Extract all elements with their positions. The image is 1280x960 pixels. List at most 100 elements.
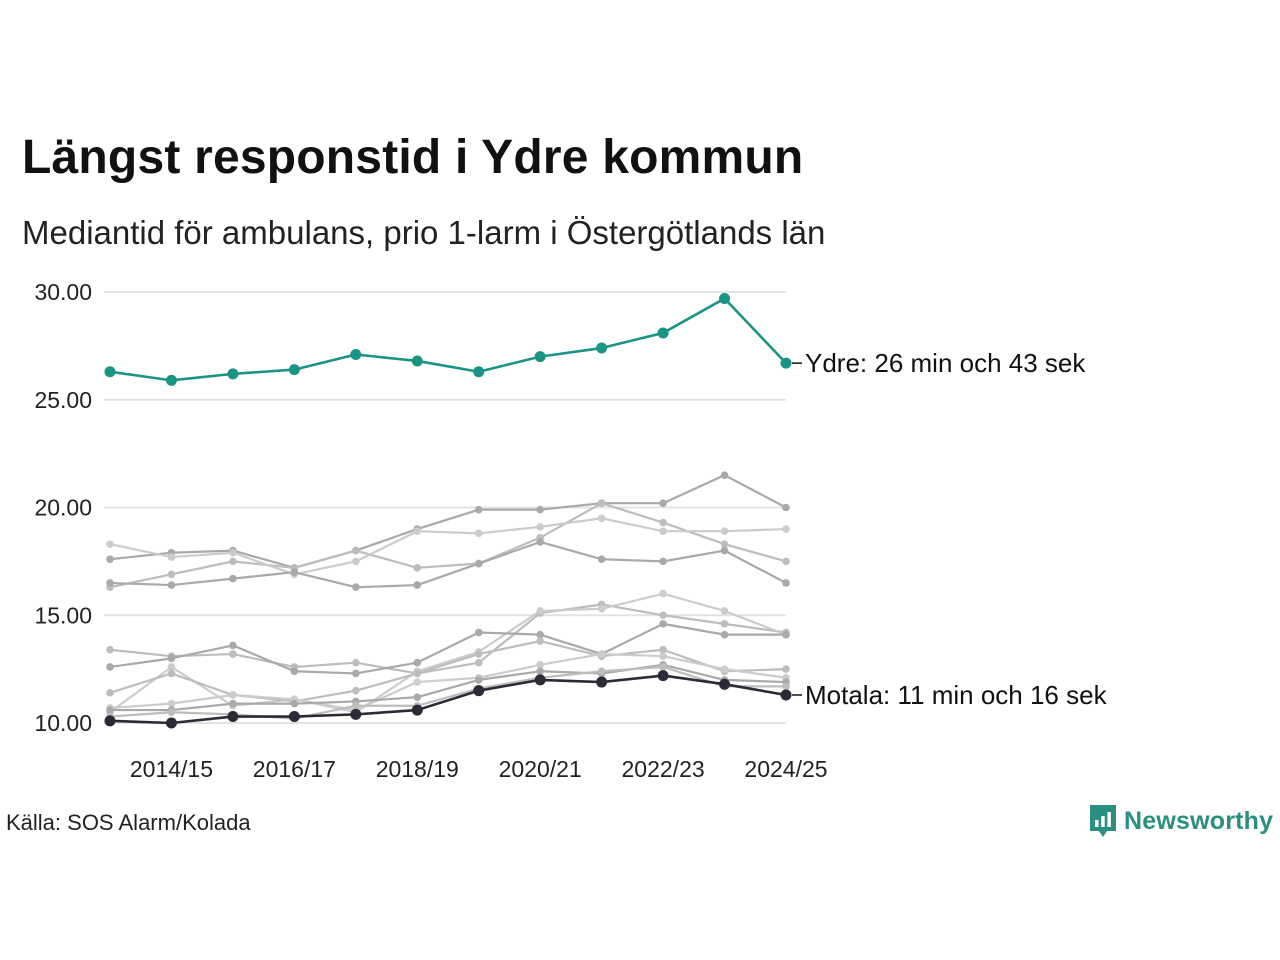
data-point-ydre bbox=[657, 327, 669, 339]
chart-title: Längst responstid i Ydre kommun bbox=[22, 131, 804, 184]
x-tick-label: 2020/21 bbox=[499, 756, 582, 782]
data-point-ydre bbox=[780, 357, 792, 369]
data-point-kommun-j bbox=[474, 676, 483, 684]
data-point-kommun-c bbox=[229, 548, 237, 557]
data-point-kommun-h bbox=[352, 686, 360, 695]
data-point-kommun-a bbox=[106, 555, 114, 564]
data-point-kommun-j bbox=[290, 699, 299, 708]
series-kommun-d bbox=[106, 538, 790, 592]
data-point-kommun-g bbox=[659, 620, 667, 628]
y-tick-label: 25.00 bbox=[34, 387, 92, 413]
x-tick-label: 2014/15 bbox=[130, 756, 213, 782]
data-point-kommun-h bbox=[413, 669, 422, 678]
data-point-kommun-a bbox=[659, 499, 667, 507]
y-axis-ticks: 10.00 15.00 20.00 25.00 30.00 bbox=[34, 279, 92, 736]
series-labels: Motala: 11 min och 16 sek Ydre: 26 min oc… bbox=[792, 348, 1108, 710]
newsworthy-logo[interactable]: Newsworthy bbox=[1088, 803, 1273, 839]
data-point-kommun-e bbox=[352, 658, 360, 667]
data-point-ydre bbox=[350, 348, 362, 360]
data-point-kommun-b bbox=[229, 557, 237, 566]
data-point-kommun-c bbox=[659, 527, 667, 536]
data-point-kommun-e bbox=[474, 658, 483, 667]
data-point-kommun-b bbox=[782, 557, 790, 566]
data-point-ydre bbox=[596, 342, 608, 354]
y-tick-label: 30.00 bbox=[34, 279, 92, 305]
series-line-kommun-a bbox=[109, 474, 787, 569]
series-ydre bbox=[104, 292, 792, 386]
data-point-kommun-b bbox=[413, 564, 422, 572]
data-point-kommun-b bbox=[597, 499, 606, 507]
data-point-kommun-d bbox=[536, 538, 544, 546]
data-point-kommun-k bbox=[597, 667, 606, 676]
x-tick-label: 2016/17 bbox=[253, 756, 336, 782]
data-point-kommun-k bbox=[659, 663, 667, 671]
series-line-kommun-d bbox=[109, 540, 787, 589]
data-point-kommun-i bbox=[536, 661, 544, 669]
data-point-kommun-c bbox=[413, 527, 422, 536]
data-point-kommun-c bbox=[782, 525, 790, 533]
source-note: Källa: SOS Alarm/Kolada bbox=[6, 810, 251, 835]
data-point-kommun-c bbox=[720, 527, 729, 536]
data-point-motala bbox=[350, 708, 362, 720]
data-point-motala bbox=[719, 678, 731, 690]
data-point-kommun-i bbox=[597, 650, 606, 658]
data-point-ydre bbox=[534, 351, 546, 363]
data-point-kommun-h bbox=[167, 669, 176, 678]
x-axis-ticks: 2014/15 2016/17 2018/19 2020/21 2022/23 2024/… bbox=[130, 756, 828, 782]
series-line-kommun-j bbox=[110, 663, 787, 712]
data-point-kommun-g bbox=[474, 628, 483, 637]
data-point-kommun-f bbox=[659, 589, 667, 598]
data-point-kommun-i bbox=[229, 691, 237, 699]
data-point-kommun-a bbox=[474, 505, 483, 514]
data-point-ydre bbox=[719, 292, 731, 304]
y-tick-label: 15.00 bbox=[34, 602, 92, 628]
data-point-kommun-f bbox=[720, 607, 729, 615]
series-label-motala: Motala: 11 min och 16 sek bbox=[805, 680, 1108, 710]
data-point-ydre bbox=[473, 366, 485, 378]
series-line-kommun-f bbox=[109, 592, 787, 714]
data-point-kommun-i bbox=[720, 665, 729, 673]
data-point-motala bbox=[288, 711, 300, 723]
data-point-motala bbox=[473, 685, 485, 697]
series-line-kommun-c bbox=[109, 517, 787, 576]
data-point-kommun-g bbox=[106, 663, 114, 671]
data-point-kommun-f bbox=[167, 663, 176, 671]
data-point-kommun-j bbox=[536, 667, 544, 676]
data-point-kommun-g bbox=[536, 630, 544, 639]
data-point-kommun-e bbox=[229, 650, 237, 658]
data-point-kommun-d bbox=[106, 579, 114, 587]
data-point-kommun-g bbox=[782, 630, 790, 639]
data-point-kommun-a bbox=[536, 505, 544, 514]
data-point-kommun-h bbox=[536, 637, 544, 645]
data-point-ydre bbox=[165, 374, 177, 386]
series-kommun-b bbox=[106, 499, 790, 592]
data-point-kommun-f bbox=[597, 604, 606, 613]
data-point-kommun-c bbox=[474, 529, 483, 538]
data-point-kommun-i bbox=[413, 678, 422, 686]
data-point-kommun-e bbox=[659, 611, 667, 620]
data-point-kommun-c bbox=[536, 523, 544, 531]
series-line-kommun-i bbox=[109, 652, 787, 712]
data-point-kommun-a bbox=[720, 471, 729, 479]
grid-lines bbox=[104, 291, 786, 724]
data-point-kommun-g bbox=[413, 658, 422, 667]
series-label-ydre: Ydre: 26 min och 43 sek bbox=[805, 348, 1086, 378]
data-point-ydre bbox=[411, 355, 423, 367]
data-point-kommun-j bbox=[229, 699, 237, 708]
data-point-motala bbox=[411, 704, 423, 716]
data-point-kommun-d bbox=[474, 559, 483, 568]
series-kommun-k bbox=[106, 663, 790, 723]
data-point-kommun-k bbox=[167, 708, 176, 717]
newsworthy-logo-text: Newsworthy bbox=[1124, 806, 1274, 835]
data-point-kommun-d bbox=[720, 546, 729, 555]
data-point-motala bbox=[104, 715, 116, 727]
data-point-kommun-j bbox=[413, 693, 422, 701]
series-kommun-e bbox=[106, 600, 790, 678]
data-point-ydre bbox=[288, 364, 300, 376]
x-tick-label: 2024/25 bbox=[744, 756, 827, 782]
data-point-kommun-h bbox=[474, 650, 483, 658]
data-point-kommun-b bbox=[167, 570, 176, 579]
data-point-kommun-i bbox=[167, 699, 176, 708]
data-point-kommun-g bbox=[720, 630, 729, 639]
series-line-ydre bbox=[109, 297, 787, 382]
